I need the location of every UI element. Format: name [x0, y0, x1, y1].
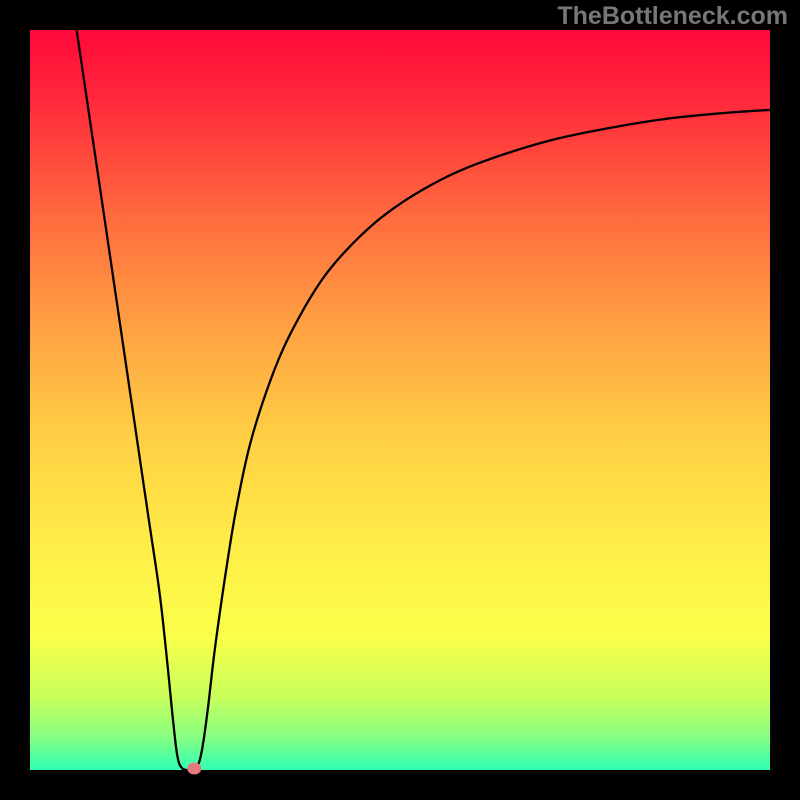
bottleneck-chart: TheBottleneck.com [0, 0, 800, 800]
chart-svg [0, 0, 800, 800]
marker-dot [187, 763, 201, 775]
watermark-text: TheBottleneck.com [557, 2, 788, 31]
plot-area [30, 30, 770, 770]
